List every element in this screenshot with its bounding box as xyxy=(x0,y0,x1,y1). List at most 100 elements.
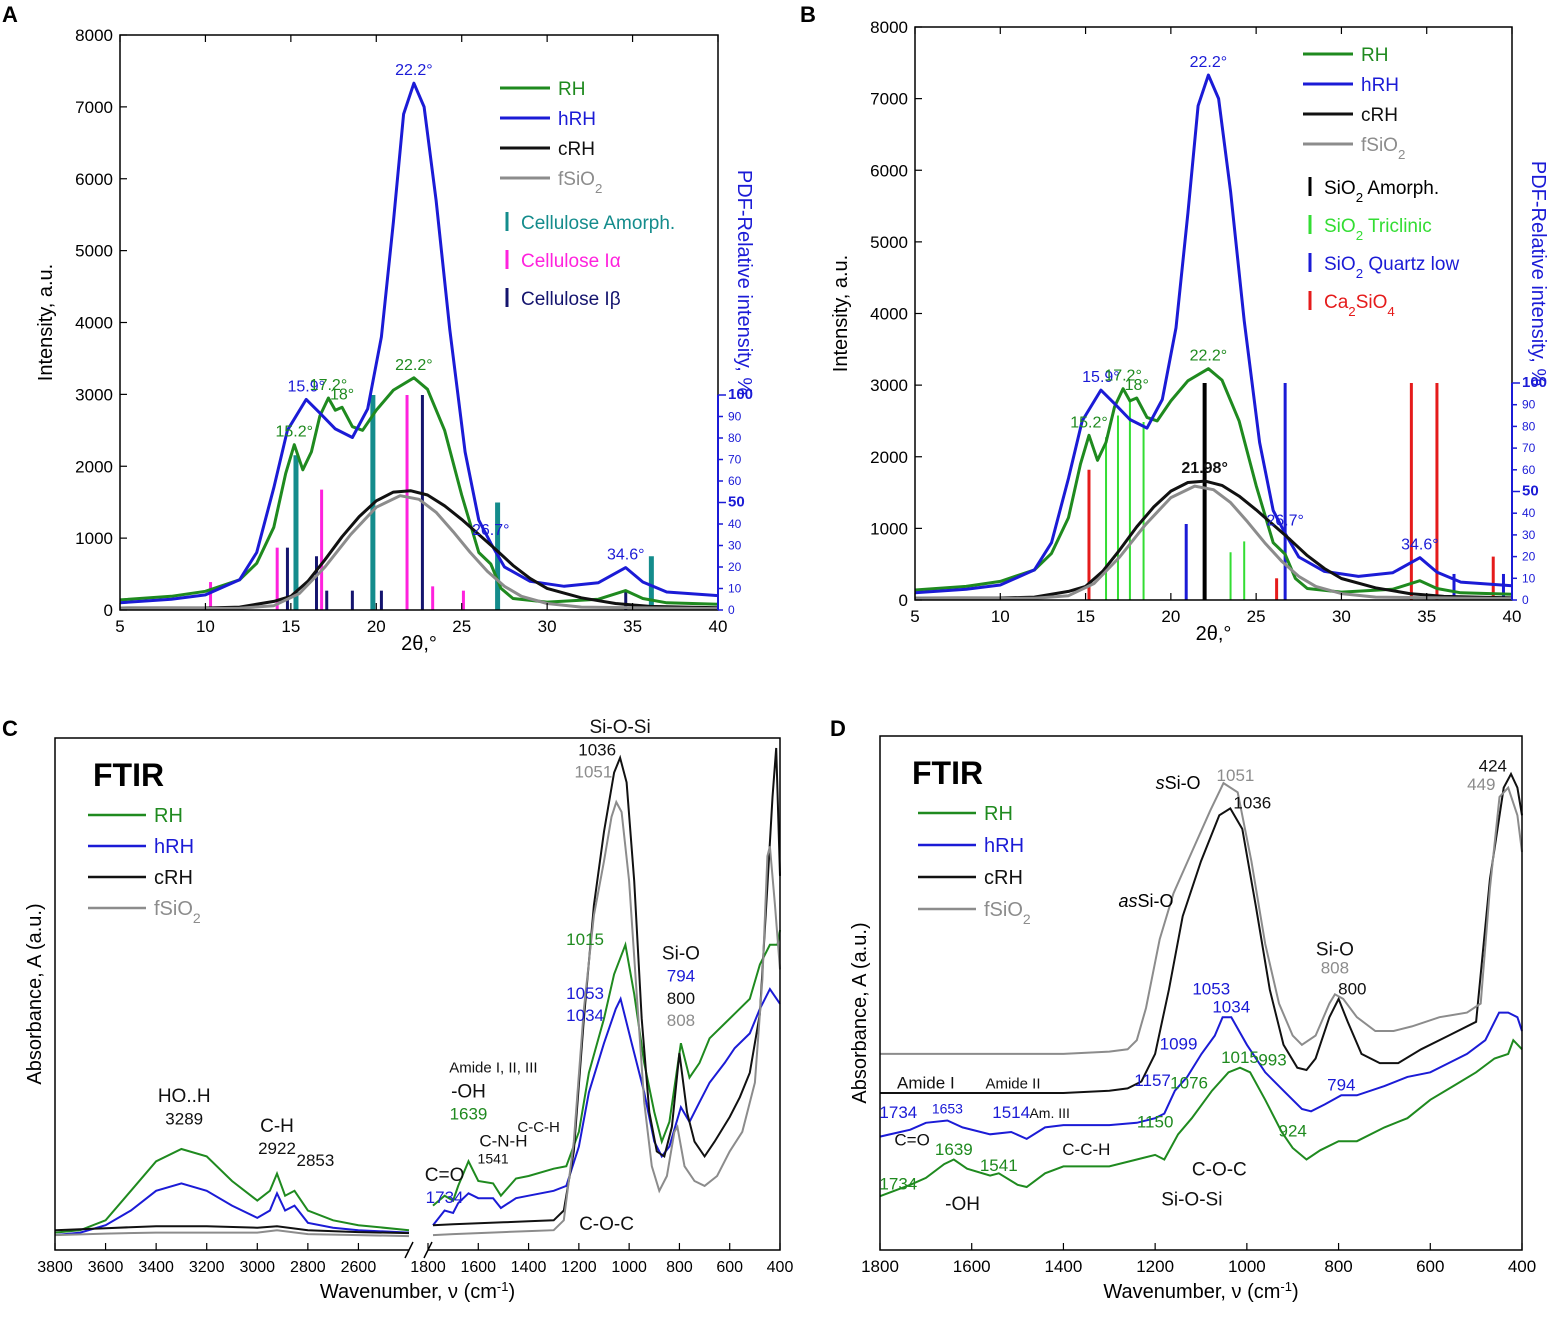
curve-crh xyxy=(880,771,1523,1094)
x-tick-label: 1200 xyxy=(561,1259,597,1276)
curve-fsio2 xyxy=(880,781,1523,1055)
peak-label: 17.2° xyxy=(310,377,348,394)
x-tick-label: 3800 xyxy=(37,1259,73,1276)
ref-legend-label: SiO2 Triclinic xyxy=(1324,216,1432,243)
y2-tick-label: 20 xyxy=(1522,550,1536,564)
legend-label-crh: cRH xyxy=(558,139,595,160)
peak-label: 22.2° xyxy=(395,62,433,79)
x-tick-label: 35 xyxy=(623,617,642,636)
x-tick-label: 15 xyxy=(1076,607,1095,626)
ftir-title: FTIR xyxy=(912,755,983,791)
x-tick-label: 3200 xyxy=(189,1259,225,1276)
y2-tick-label: 60 xyxy=(1522,463,1536,477)
curve-right-hrh xyxy=(432,987,781,1226)
y2-tick-label: 80 xyxy=(728,431,742,445)
x-axis-label: 2θ,° xyxy=(401,633,437,655)
ftir-panel-d: 1800 1600 1400 1200 1000 800 600 400 Wavenumber,… xyxy=(849,735,1536,1303)
curve-left-rh xyxy=(54,1147,410,1234)
peak-label: -OH xyxy=(451,1081,486,1102)
legend-label-crh: cRH xyxy=(984,867,1023,889)
y2-axis-label: PDF-Relative intensity, % xyxy=(733,170,755,395)
x-tick-label: 15 xyxy=(281,617,300,636)
peak-label: 18° xyxy=(1125,377,1149,394)
x-tick-label: 1200 xyxy=(1136,1257,1174,1276)
y2-tick-label: 50 xyxy=(1522,483,1539,500)
legend-label-fsio2: fSiO2 xyxy=(558,169,602,196)
y-tick-label: 2000 xyxy=(75,457,113,476)
peak-label: HO..H xyxy=(158,1086,211,1107)
ref-legend-label: SiO2 Quartz low xyxy=(1324,254,1459,281)
curve-right-fsio2 xyxy=(432,799,781,1237)
peak-label: 1015 xyxy=(1221,1048,1259,1067)
y2-tick-label: 70 xyxy=(728,453,742,467)
legend-label-rh: RH xyxy=(984,803,1013,825)
peak-label: C=O xyxy=(894,1131,929,1150)
peak-label: 22.2° xyxy=(1190,348,1228,365)
ftir-panel-c: 3800 3600 3400 3200 3000 2800 2600 1800 1600 1400… xyxy=(24,717,793,1303)
x-tick-label: 3600 xyxy=(88,1259,124,1276)
x-tick-label: 3400 xyxy=(138,1259,174,1276)
axis-break xyxy=(404,1241,414,1259)
peak-label: 1051 xyxy=(1217,766,1255,785)
x-tick-label: 1000 xyxy=(1228,1257,1266,1276)
peak-label: 794 xyxy=(1327,1076,1355,1095)
peak-label: 808 xyxy=(667,1011,695,1030)
y2-tick-label: 40 xyxy=(1522,506,1536,520)
plot-frame xyxy=(914,26,1513,601)
legend-label-rh: RH xyxy=(154,805,183,827)
ref-legend-label: Cellulose Iβ xyxy=(521,289,621,310)
curve-left-fsio2 xyxy=(54,1229,410,1238)
peak-label: 1036 xyxy=(578,740,616,759)
xrd-panel-a: 5 10 15 20 25 30 35 400100020003000400050006000… xyxy=(35,26,755,655)
y2-tick-label: 100 xyxy=(1522,374,1547,391)
curve-hrh xyxy=(119,81,719,605)
y-tick-label: 4000 xyxy=(75,314,113,333)
peak-label: 1734 xyxy=(879,1103,917,1122)
y2-axis-label: PDF-Relative intensity, % xyxy=(1527,161,1549,386)
peak-label: 1653 xyxy=(932,1101,963,1117)
peak-label: 1034 xyxy=(566,1006,604,1025)
peak-label: 424 xyxy=(1479,757,1507,776)
xrd-panel-b: 5 10 15 20 25 30 35 400100020003000400050006000… xyxy=(830,18,1549,645)
peak-label: Si-O xyxy=(1316,939,1354,960)
x-tick-label: 5 xyxy=(910,607,919,626)
x-tick-label: 1600 xyxy=(460,1259,496,1276)
peak-label: 34.6° xyxy=(607,547,645,564)
y2-tick-label: 0 xyxy=(728,603,735,617)
x-tick-label: 40 xyxy=(709,617,728,636)
peak-label: 1036 xyxy=(1233,793,1271,812)
x-tick-label: 25 xyxy=(1247,607,1266,626)
x-tick-label: 25 xyxy=(452,617,471,636)
y-axis-label: Intensity, a.u. xyxy=(35,264,57,381)
x-tick-label: 800 xyxy=(666,1259,693,1276)
curve-fsio2 xyxy=(119,494,719,611)
curve-right-rh xyxy=(432,929,781,1207)
label-assio: asSi-O xyxy=(1118,891,1173,911)
y2-tick-label: 50 xyxy=(728,494,745,511)
x-tick-label: 3000 xyxy=(239,1259,275,1276)
y-tick-label: 7000 xyxy=(870,90,908,109)
peak-label: 22.2° xyxy=(1190,54,1228,71)
peak-label: -OH xyxy=(945,1194,980,1215)
peak-label: 1051 xyxy=(574,763,612,782)
peak-label: 1639 xyxy=(935,1140,973,1159)
x-tick-label: 600 xyxy=(1416,1257,1444,1276)
y2-tick-label: 80 xyxy=(1522,419,1536,433)
x-tick-label: 800 xyxy=(1324,1257,1352,1276)
y-tick-label: 1000 xyxy=(75,529,113,548)
peak-label: 15.2° xyxy=(1070,414,1108,431)
x-tick-label: 30 xyxy=(1332,607,1351,626)
peak-label: 1034 xyxy=(1212,998,1250,1017)
legend-label-rh: RH xyxy=(1361,45,1388,66)
curve-left-hrh xyxy=(54,1182,410,1237)
y2-tick-label: 20 xyxy=(728,560,742,574)
peak-label: 1734 xyxy=(879,1174,917,1193)
y-tick-label: 3000 xyxy=(870,376,908,395)
plot-frame xyxy=(119,34,719,611)
panel-label-c: C xyxy=(2,716,18,741)
plot-frame xyxy=(879,735,1523,1251)
peak-label: 1514 xyxy=(992,1103,1030,1122)
peak-label: C-O-C xyxy=(579,1214,634,1235)
peak-label: C=O xyxy=(425,1165,465,1186)
legend-label-hrh: hRH xyxy=(154,836,194,858)
